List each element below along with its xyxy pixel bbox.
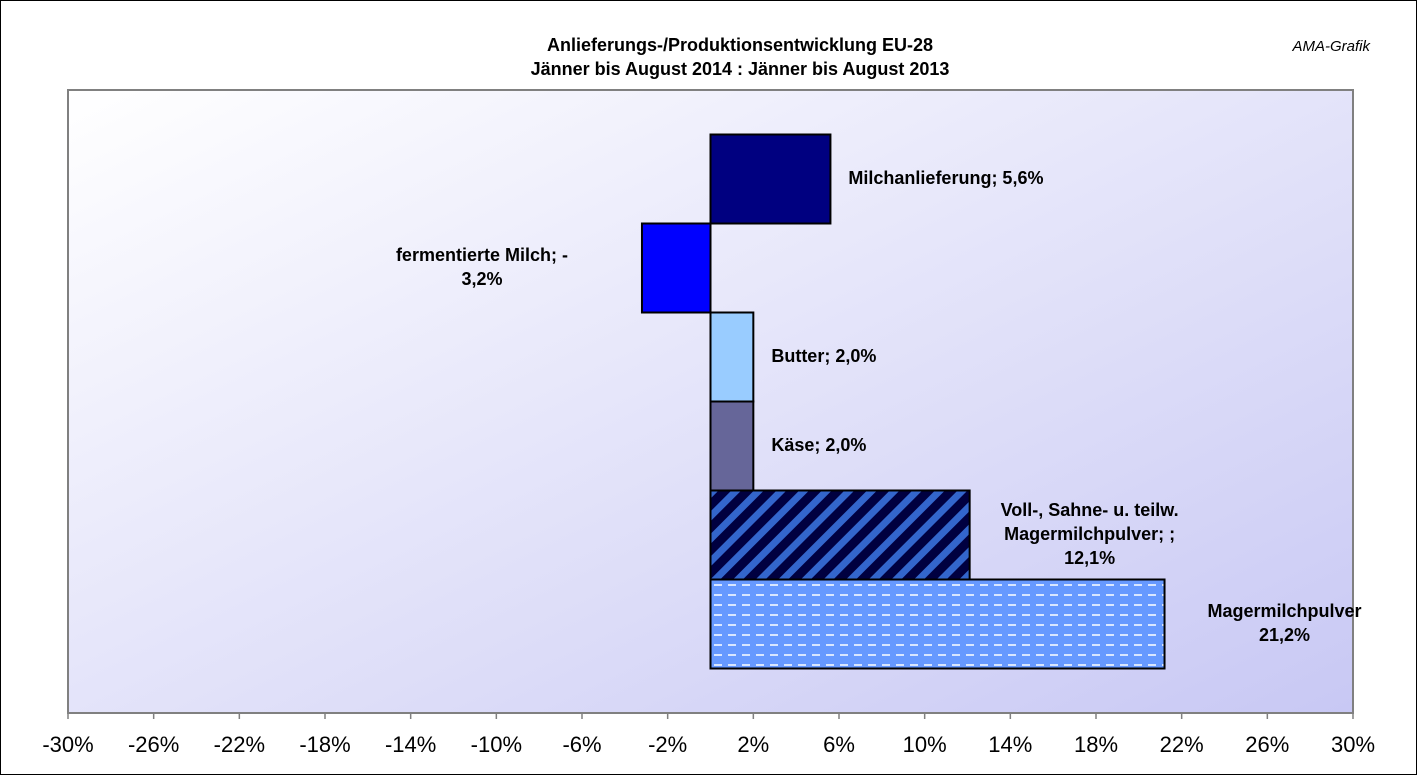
x-tick-label: -14%	[385, 732, 436, 757]
chart-subtitle: Jänner bis August 2014 : Jänner bis Augu…	[531, 59, 950, 79]
x-tick-label: -2%	[648, 732, 687, 757]
data-label: fermentierte Milch; -	[396, 245, 568, 265]
x-tick-label: 2%	[737, 732, 769, 757]
x-tick-label: 22%	[1160, 732, 1204, 757]
x-tick-label: 14%	[988, 732, 1032, 757]
data-label: Butter; 2,0%	[771, 346, 876, 366]
x-tick-label: -6%	[562, 732, 601, 757]
source: AMA-Grafik	[1291, 38, 1371, 55]
x-tick-label: 18%	[1074, 732, 1118, 757]
data-label: Magermilchpulver; ;	[1004, 524, 1175, 544]
data-label: Käse; 2,0%	[771, 435, 866, 455]
data-label: 12,1%	[1064, 548, 1115, 568]
chart-title: Anlieferungs-/Produktionsentwicklung EU-…	[547, 35, 933, 55]
bar	[640, 222, 712, 314]
x-tick-label: -30%	[42, 732, 93, 757]
bar	[709, 400, 755, 492]
x-tick-label: 30%	[1331, 732, 1375, 757]
data-label: Milchanlieferung; 5,6%	[848, 168, 1043, 188]
data-label: 21,2%	[1259, 625, 1310, 645]
x-tick-label: 6%	[823, 732, 855, 757]
data-label: Voll-, Sahne- u. teilw.	[1001, 500, 1179, 520]
x-tick-label: -22%	[214, 732, 265, 757]
data-label: Magermilchpulver	[1208, 601, 1362, 621]
x-tick-label: -10%	[471, 732, 522, 757]
bar	[709, 311, 755, 403]
x-tick-label: -18%	[299, 732, 350, 757]
bar	[709, 578, 1166, 670]
x-tick-label: 10%	[903, 732, 947, 757]
x-tick-label: -26%	[128, 732, 179, 757]
bar	[709, 489, 971, 581]
data-label: 3,2%	[461, 269, 502, 289]
x-tick-label: 26%	[1245, 732, 1289, 757]
bar	[709, 133, 832, 225]
